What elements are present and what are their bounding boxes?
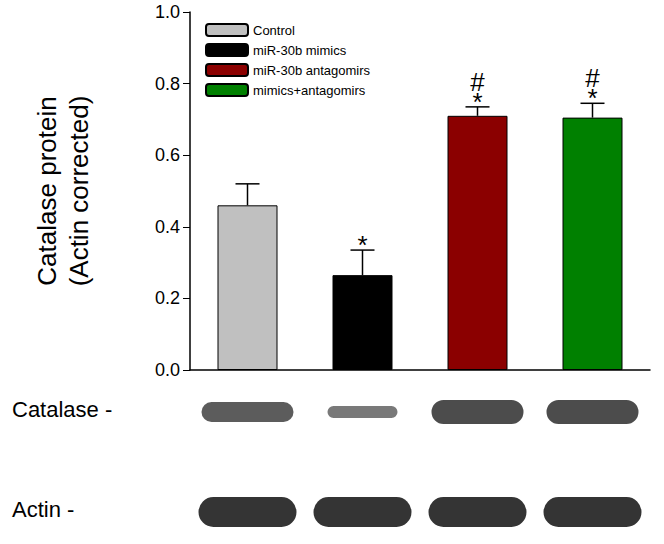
svg-text:*: * bbox=[357, 230, 367, 260]
svg-text:Catalase protein: Catalase protein bbox=[32, 96, 62, 285]
svg-text:Control: Control bbox=[253, 23, 295, 38]
svg-text:0.2: 0.2 bbox=[155, 288, 180, 308]
svg-text:#: # bbox=[470, 67, 485, 97]
svg-text:0.6: 0.6 bbox=[155, 145, 180, 165]
svg-text:(Actin corrected): (Actin corrected) bbox=[64, 96, 94, 287]
svg-text:#: # bbox=[585, 63, 600, 93]
svg-text:0.8: 0.8 bbox=[155, 74, 180, 94]
svg-text:miR-30b mimics: miR-30b mimics bbox=[253, 43, 347, 58]
svg-text:0.4: 0.4 bbox=[155, 217, 180, 237]
svg-text:0.0: 0.0 bbox=[155, 360, 180, 380]
svg-text:Actin -: Actin - bbox=[12, 497, 74, 522]
svg-text:Catalase -: Catalase - bbox=[12, 397, 112, 422]
svg-text:miR-30b antagomirs: miR-30b antagomirs bbox=[253, 63, 371, 78]
svg-text:mimics+antagomirs: mimics+antagomirs bbox=[253, 83, 366, 98]
svg-text:1.0: 1.0 bbox=[155, 2, 180, 22]
